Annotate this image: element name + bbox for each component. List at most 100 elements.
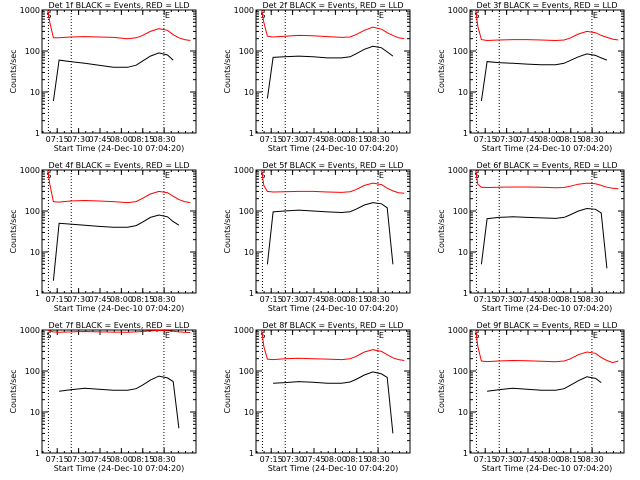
y-axis-label: Counts/sec	[223, 209, 232, 253]
end-marker-label: E	[379, 11, 384, 20]
x-tick-label: 08:15	[131, 455, 154, 464]
y-tick-label: 1	[463, 129, 468, 138]
x-tick-label: 08:00	[324, 455, 347, 464]
x-tick-label: 08:00	[324, 135, 347, 144]
chart-title: Det 1f BLACK = Events, RED = LLD	[48, 1, 189, 10]
x-tick-label: 07:15	[474, 295, 497, 304]
start-marker-label: S	[474, 11, 479, 20]
x-tick-label: 07:45	[302, 135, 325, 144]
x-axis-label: Start Time (24-Dec-10 07:04:20)	[268, 464, 399, 473]
x-axis-label: Start Time (24-Dec-10 07:04:20)	[482, 304, 613, 313]
y-tick-label: 10	[458, 88, 468, 97]
y-tick-label: 1	[35, 289, 40, 298]
x-tick-label: 07:45	[302, 295, 325, 304]
y-tick-label: 1000	[448, 326, 468, 335]
x-tick-label: 07:45	[88, 455, 111, 464]
chart-title: Det 7f BLACK = Events, RED = LLD	[48, 321, 189, 330]
x-axis-label: Start Time (24-Dec-10 07:04:20)	[482, 144, 613, 153]
y-tick-label: 1	[35, 129, 40, 138]
x-tick-label: 08:30	[367, 295, 390, 304]
plot-frame	[469, 329, 625, 454]
x-tick-label: 08:15	[345, 295, 368, 304]
chart-title: Det 6f BLACK = Events, RED = LLD	[476, 161, 617, 170]
y-axis-label: Counts/sec	[9, 369, 18, 413]
x-tick-label: 07:15	[260, 135, 283, 144]
y-tick-label: 1000	[20, 166, 40, 175]
end-marker-label: E	[165, 11, 170, 20]
lld-series-line	[475, 329, 619, 364]
x-tick-label: 08:15	[131, 295, 154, 304]
lld-series-line	[47, 169, 191, 204]
y-tick-label: 100	[25, 47, 40, 56]
lld-series-line	[475, 169, 619, 190]
plot-frame	[41, 169, 197, 294]
x-tick-label: 07:15	[260, 455, 283, 464]
x-tick-label: 07:30	[495, 135, 518, 144]
x-tick-label: 07:15	[46, 135, 69, 144]
y-tick-label: 1000	[448, 6, 468, 15]
y-tick-label: 100	[453, 207, 468, 216]
events-series-line	[273, 371, 394, 434]
x-tick-label: 08:15	[345, 135, 368, 144]
end-marker-label: E	[593, 11, 598, 20]
x-tick-label: 08:30	[367, 455, 390, 464]
x-tick-label: 07:30	[67, 135, 90, 144]
start-marker-label: S	[474, 331, 479, 340]
x-tick-label: 07:45	[88, 295, 111, 304]
x-axis-label: Start Time (24-Dec-10 07:04:20)	[54, 464, 185, 473]
y-axis-label: Counts/sec	[9, 209, 18, 253]
x-tick-label: 07:15	[46, 295, 69, 304]
x-axis-label: Start Time (24-Dec-10 07:04:20)	[54, 144, 185, 153]
x-axis-label: Start Time (24-Dec-10 07:04:20)	[268, 304, 399, 313]
x-tick-label: 07:30	[495, 455, 518, 464]
y-tick-label: 1000	[234, 326, 254, 335]
x-tick-label: 07:45	[302, 455, 325, 464]
y-tick-label: 1	[463, 289, 468, 298]
x-tick-label: 08:00	[538, 135, 561, 144]
y-tick-label: 10	[458, 408, 468, 417]
y-axis-label: Counts/sec	[223, 369, 232, 413]
x-tick-label: 08:00	[324, 295, 347, 304]
events-series-line	[480, 53, 608, 102]
y-tick-label: 10	[244, 248, 254, 257]
x-tick-label: 07:45	[88, 135, 111, 144]
events-series-line	[59, 375, 180, 429]
y-tick-label: 1	[249, 289, 254, 298]
y-tick-label: 1	[249, 129, 254, 138]
y-tick-label: 1000	[448, 166, 468, 175]
events-series-line	[266, 202, 394, 265]
y-tick-label: 1000	[20, 6, 40, 15]
plot-frame	[41, 329, 197, 454]
lld-series-line	[47, 9, 191, 41]
x-tick-label: 07:30	[495, 295, 518, 304]
y-tick-label: 100	[239, 207, 254, 216]
end-marker-label: E	[593, 171, 598, 180]
plot-frame	[41, 9, 197, 134]
plot-frame	[469, 9, 625, 134]
x-tick-label: 08:30	[153, 455, 176, 464]
end-marker-label: E	[593, 331, 598, 340]
x-tick-label: 08:00	[110, 135, 133, 144]
y-axis-label: Counts/sec	[437, 209, 446, 253]
x-tick-label: 08:30	[367, 135, 390, 144]
lld-series-line	[47, 329, 191, 333]
y-tick-label: 10	[30, 408, 40, 417]
x-tick-label: 07:15	[46, 455, 69, 464]
y-axis-label: Counts/sec	[223, 49, 232, 93]
y-tick-label: 10	[30, 88, 40, 97]
chart-title: Det 2f BLACK = Events, RED = LLD	[262, 1, 403, 10]
x-tick-label: 07:30	[67, 455, 90, 464]
x-tick-label: 08:00	[538, 295, 561, 304]
x-tick-label: 08:15	[559, 455, 582, 464]
y-tick-label: 100	[453, 367, 468, 376]
y-tick-label: 1000	[234, 6, 254, 15]
y-axis-label: Counts/sec	[437, 369, 446, 413]
end-marker-label: E	[379, 331, 384, 340]
